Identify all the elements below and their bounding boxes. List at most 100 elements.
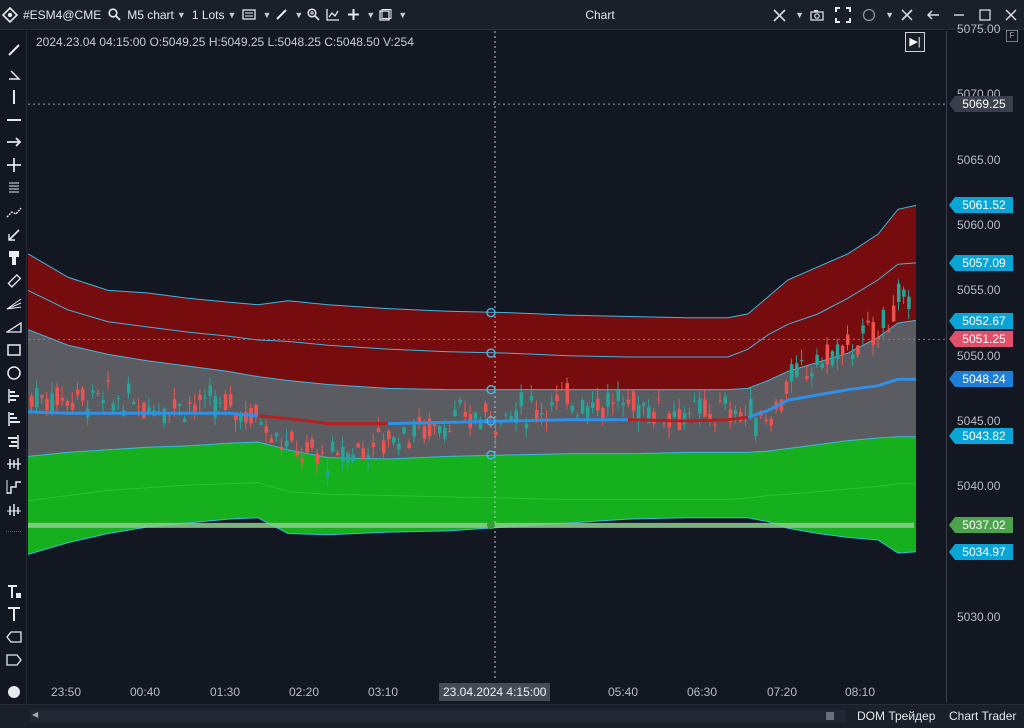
candle-body	[606, 392, 610, 407]
time-axis[interactable]: 23.04.2024 4:15:00 23:50 00:40 01:30 02:20 0…	[28, 680, 946, 704]
tab-dom-trader[interactable]: DOM Трейдер	[857, 709, 936, 723]
ruler-icon[interactable]	[0, 271, 27, 293]
triangle-tool-icon[interactable]	[0, 316, 27, 338]
parallel-lines-icon[interactable]	[0, 177, 27, 199]
candle-body	[708, 413, 712, 420]
candle-body	[626, 399, 631, 405]
candle-body	[361, 448, 365, 460]
bars-tool-icon[interactable]	[0, 499, 27, 521]
fibonacci-fan-icon[interactable]	[0, 293, 27, 315]
moving-average-segment	[877, 377, 899, 388]
lower-band-area	[28, 436, 916, 555]
maximize-icon[interactable]	[972, 0, 998, 30]
candle-body	[244, 412, 248, 423]
polyline-tool-icon[interactable]	[0, 201, 27, 223]
candle-body	[886, 330, 891, 333]
horizontal-scrollbar[interactable]: ◀	[30, 710, 846, 722]
text-lock-icon[interactable]	[0, 581, 27, 603]
candle-body	[65, 400, 70, 406]
crosshair-marker	[486, 307, 496, 318]
candle-body	[876, 337, 881, 339]
tag-icon[interactable]	[0, 649, 27, 671]
horizontal-line-icon[interactable]	[0, 109, 27, 131]
price-label: 5037.02	[949, 517, 1013, 534]
candle-body	[96, 393, 100, 395]
price-tick: 5075.00	[957, 21, 1001, 36]
candle-body	[45, 398, 49, 411]
text-tool-icon[interactable]	[0, 603, 27, 625]
candle-body	[509, 416, 513, 420]
candle-body	[866, 320, 870, 323]
tab-chart-trader[interactable]: Chart Trader	[949, 709, 1017, 723]
candle-body	[611, 402, 615, 405]
pin-back-icon[interactable]	[920, 0, 946, 30]
price-axis[interactable]: 5075.00 5070.00 5065.00 5060.00 5055.00 5050.…	[946, 22, 1024, 703]
price-label-icon[interactable]	[0, 626, 27, 648]
candle-body	[203, 396, 207, 399]
brush-stamp-icon[interactable]	[0, 247, 27, 269]
price-tick: 5060.00	[957, 218, 1001, 232]
scroll-to-end-icon[interactable]: ▶|	[905, 32, 925, 52]
scroll-left-icon[interactable]: ◀	[32, 710, 39, 719]
candle-body	[218, 402, 223, 404]
indicators-icon[interactable]	[323, 0, 343, 30]
footprint-tool-icon[interactable]	[0, 431, 27, 453]
profile-tool-icon[interactable]	[0, 408, 27, 430]
chevron-down-icon[interactable]: ▼	[885, 10, 894, 20]
brush-tool-icon[interactable]	[0, 224, 27, 246]
candle-body	[478, 419, 483, 430]
chart-settings-icon[interactable]	[239, 0, 259, 30]
step-line-icon[interactable]	[0, 476, 27, 498]
candle-body	[897, 283, 901, 302]
candle-body	[126, 383, 131, 394]
chevron-down-icon[interactable]: ▼	[262, 9, 272, 20]
chart-area[interactable]	[28, 31, 946, 703]
minimize-icon[interactable]	[946, 0, 972, 30]
chevron-down-icon[interactable]: ▼	[294, 9, 304, 20]
templates-icon[interactable]	[375, 0, 395, 30]
ellipse-tool-icon[interactable]	[0, 362, 27, 384]
candle-body	[693, 400, 697, 402]
pencil-icon[interactable]	[271, 0, 291, 30]
candle-body	[35, 388, 39, 408]
symbol-selector[interactable]: #ESM4@CME	[20, 0, 104, 30]
price-chart[interactable]	[28, 31, 946, 703]
candle-body	[432, 424, 437, 427]
chart-type-dropdown[interactable]: M5 chart ▼	[124, 0, 189, 30]
chevron-down-icon[interactable]: ▼	[366, 9, 376, 20]
angle-tool-icon[interactable]	[0, 63, 27, 85]
crosshair-sync-icon[interactable]	[766, 0, 792, 30]
candle-body	[565, 383, 569, 404]
rectangle-tool-icon[interactable]	[0, 339, 27, 361]
lots-dropdown[interactable]: 1 Lots ▼	[189, 0, 240, 30]
tools-icon[interactable]	[894, 0, 920, 30]
zoom-icon[interactable]	[303, 0, 323, 30]
scroll-thumb[interactable]	[826, 712, 834, 720]
moving-average-segment	[787, 393, 819, 402]
camera-icon[interactable]	[804, 0, 830, 30]
chevron-down-icon[interactable]: ▼	[795, 10, 805, 20]
crosshair-tool-icon[interactable]	[0, 154, 27, 176]
link-group-icon[interactable]	[856, 0, 882, 30]
moving-average-segment	[727, 415, 749, 422]
arrow-tool-icon[interactable]	[0, 131, 27, 153]
fullscreen-icon[interactable]	[830, 0, 856, 30]
app-logo-icon[interactable]	[0, 0, 20, 30]
chevron-down-icon[interactable]: ▼	[398, 9, 408, 20]
volume-profile-icon[interactable]	[0, 385, 27, 407]
moving-average-segment	[28, 410, 69, 415]
moving-average-segment	[767, 398, 789, 412]
candle-body	[601, 407, 605, 418]
close-icon[interactable]	[998, 0, 1024, 30]
candle-body	[371, 443, 376, 447]
search-icon[interactable]	[104, 0, 124, 30]
line-tool-icon[interactable]	[0, 39, 27, 61]
vertical-line-icon[interactable]	[0, 86, 27, 108]
footer-bar: ◀ DOM Трейдер Chart Trader	[0, 704, 1024, 728]
corner-button[interactable]: F	[1006, 30, 1018, 42]
cluster-tool-icon[interactable]	[0, 453, 27, 475]
add-icon[interactable]	[343, 0, 363, 30]
candle-body	[591, 402, 595, 409]
clear-all-icon[interactable]	[0, 681, 27, 703]
candle-body	[631, 391, 636, 411]
